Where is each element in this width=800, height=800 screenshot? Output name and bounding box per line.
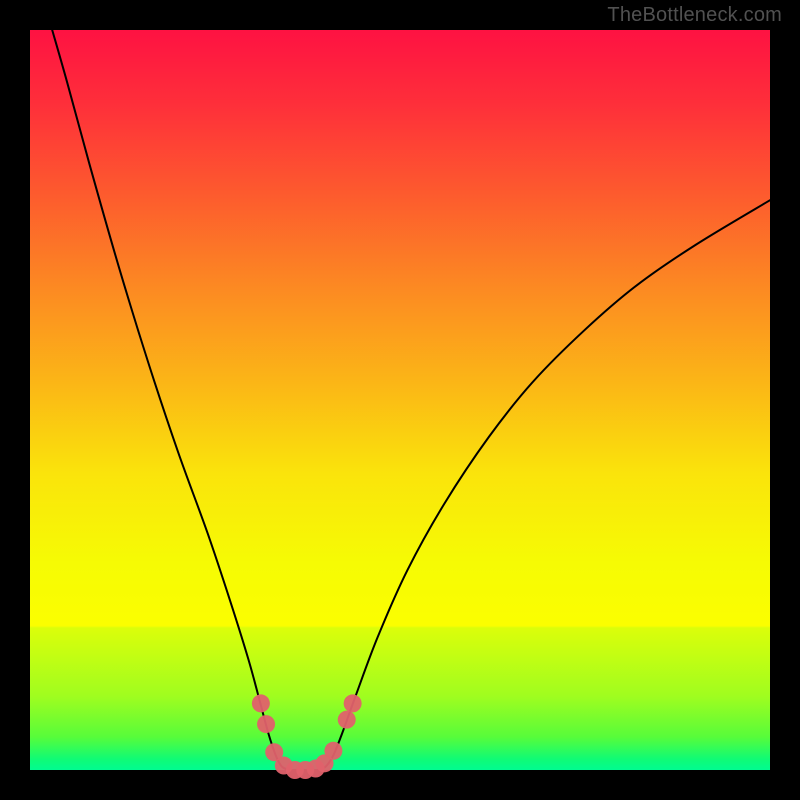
marker-point xyxy=(257,715,275,733)
watermark-text: TheBottleneck.com xyxy=(607,4,782,27)
marker-point xyxy=(338,711,356,729)
chart-svg xyxy=(0,0,800,800)
marker-point xyxy=(324,742,342,760)
marker-point xyxy=(252,694,270,712)
plot-background xyxy=(30,30,770,770)
chart-stage: TheBottleneck.com xyxy=(0,0,800,800)
marker-point xyxy=(344,694,362,712)
